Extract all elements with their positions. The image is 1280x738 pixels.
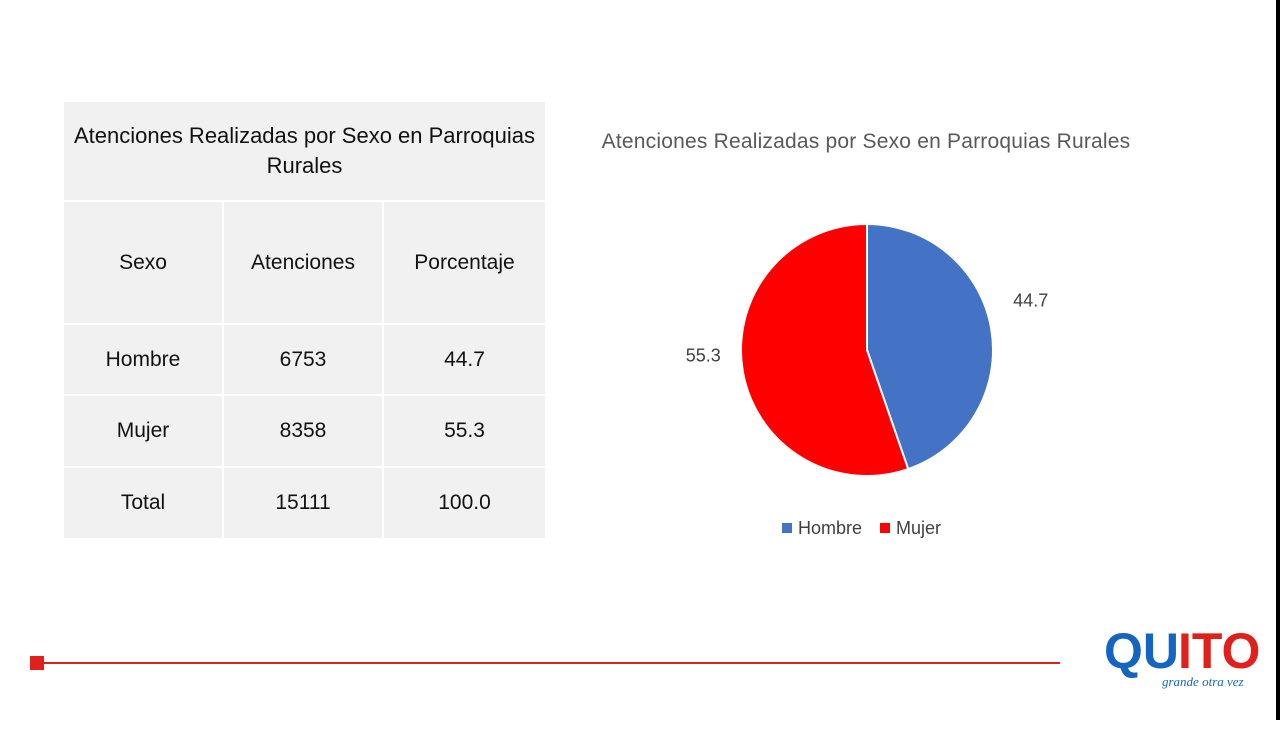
table-divider — [64, 394, 545, 396]
legend-swatch-mujer — [880, 523, 891, 533]
pie-slice-mujer — [740, 222, 910, 477]
cell-total-porcentaje: 100.0 — [438, 491, 491, 514]
footer-divider-line — [44, 662, 1060, 664]
header-sexo: Sexo — [119, 250, 167, 274]
data-label-mujer: 55.3 — [686, 346, 721, 366]
cell-mujer-sexo: Mujer — [116, 419, 170, 442]
stats-table: Atenciones Realizadas por Sexo en Parroq… — [64, 102, 545, 538]
legend-label-mujer: Mujer — [896, 517, 942, 538]
table-divider — [64, 200, 545, 202]
logo-tagline: grande otra vez — [1162, 674, 1244, 689]
logo-wordmark-ito: ITO — [1178, 623, 1260, 679]
chart-title: Atenciones Realizadas por Sexo en Parroq… — [601, 130, 1131, 153]
bottom-edge-bar — [0, 720, 1280, 738]
header-atenciones: Atenciones — [251, 250, 355, 274]
table-divider — [64, 323, 545, 325]
table-divider — [382, 200, 384, 538]
pie-slice-hombre — [866, 222, 994, 471]
right-edge-bar — [1276, 0, 1280, 720]
cell-hombre-sexo: Hombre — [105, 347, 181, 371]
cell-total-sexo: Total — [120, 491, 166, 514]
cell-total-atenciones: 15111 — [275, 491, 331, 514]
cell-hombre-porcentaje: 44.7 — [444, 347, 485, 371]
legend-swatch-hombre — [782, 523, 792, 533]
chart-legend: Hombre Mujer — [782, 516, 959, 540]
cell-hombre-atenciones: 6753 — [279, 347, 327, 371]
legend-item-mujer: Mujer — [880, 518, 941, 539]
table-divider — [64, 466, 545, 468]
table-title: Atenciones Realizadas por Sexo en Parroq… — [73, 123, 536, 178]
cell-mujer-porcentaje: 55.3 — [444, 419, 485, 442]
footer-square-marker — [30, 656, 44, 670]
quito-logo: QU ITO grande otra vez — [1104, 623, 1260, 689]
header-porcentaje: Porcentaje — [414, 250, 515, 274]
logo-wordmark-q: QU — [1104, 623, 1179, 679]
legend-item-hombre: Hombre — [782, 518, 862, 539]
cell-mujer-atenciones: 8358 — [279, 419, 327, 442]
data-label-hombre: 44.7 — [1013, 290, 1048, 310]
legend-label-hombre: Hombre — [798, 517, 863, 538]
pie-chart: 44.7 55.3 — [686, 222, 1048, 477]
table-divider — [222, 200, 224, 538]
